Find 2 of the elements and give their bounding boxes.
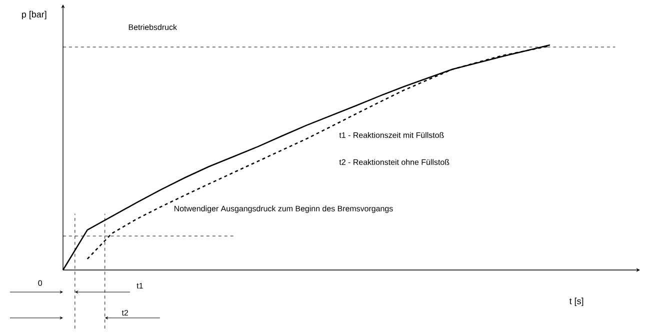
x-axis-title: t [s] [569,298,584,306]
y-axis-title: p [bar] [22,10,46,20]
